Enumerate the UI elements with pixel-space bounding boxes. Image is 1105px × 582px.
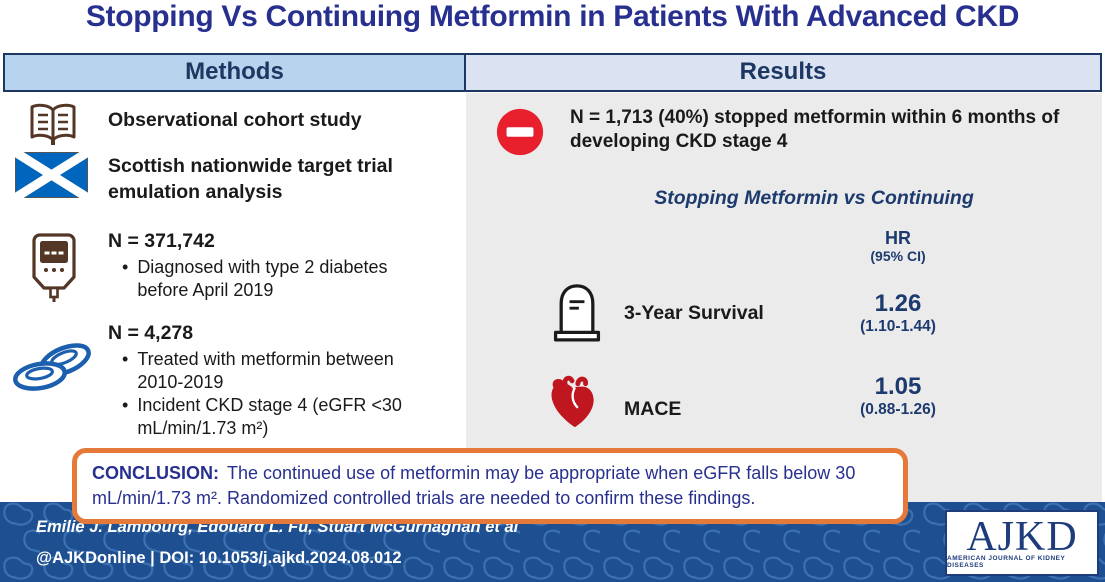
heart-icon: [546, 375, 600, 438]
hr-value: 1.26: [874, 290, 922, 317]
methods-header: Methods: [3, 53, 466, 92]
handle-doi-line: @AJKDonline | DOI: 10.1053/j.ajkd.2024.0…: [36, 549, 402, 567]
no-entry-icon: [495, 107, 545, 162]
tombstone-icon: [550, 278, 604, 349]
bullet-item: Diagnosed with type 2 diabetes before Ap…: [122, 256, 427, 302]
ajkd-logo-text: AJKD: [966, 514, 1078, 560]
hr-value-block: 1.05 (0.88-1.26): [860, 373, 936, 419]
methods-panel: Observational cohort study Scottish nati…: [0, 93, 466, 502]
bullet-list: Diagnosed with type 2 diabetes before Ap…: [122, 256, 438, 302]
ci-label: (95% CI): [870, 248, 926, 264]
page-title: Stopping Vs Continuing Metformin in Pati…: [85, 0, 1020, 33]
ajkd-logo: AJKD AMERICAN JOURNAL OF KIDNEY DISEASES: [945, 510, 1099, 576]
conclusion-text: The continued use of metformin may be ap…: [92, 463, 856, 508]
pills-icon: [12, 336, 94, 399]
methods-item-text: Scottish nationwide target trial emulati…: [108, 155, 393, 203]
hr-column-header: HR (95% CI): [870, 228, 925, 265]
key-finding: N = 1,713 (40%) stopped metformin within…: [570, 107, 1060, 152]
hr-value: 1.05: [874, 373, 922, 400]
bullet-item: Incident CKD stage 4 (eGFR <30 mL/min/1.…: [122, 394, 432, 440]
conclusion-box: CONCLUSION: The continued use of metformi…: [72, 448, 908, 524]
methods-item: N = 4,278 Treated with metformin between…: [108, 321, 438, 440]
ci-value: (1.10-1.44): [860, 318, 936, 335]
results-header: Results: [466, 53, 1102, 92]
results-panel: N = 1,713 (40%) stopped metformin within…: [466, 93, 1102, 505]
bullet-item: Treated with metformin between 2010-2019: [122, 348, 422, 394]
hr-value-block: 1.26 (1.10-1.44): [860, 290, 936, 336]
glucose-meter-icon: [30, 233, 78, 308]
ci-value: (0.88-1.26): [860, 401, 936, 418]
cohort-n: N = 371,742: [108, 230, 215, 252]
comparison-title: Stopping Metformin vs Continuing: [654, 187, 974, 209]
scotland-flag-icon: [12, 148, 91, 203]
subcohort-n: N = 4,278: [108, 322, 194, 344]
methods-item: N = 371,742 Diagnosed with type 2 diabet…: [108, 229, 438, 302]
ajkd-logo-tagline: AMERICAN JOURNAL OF KIDNEY DISEASES: [947, 555, 1066, 569]
outcome-label: MACE: [624, 398, 682, 420]
open-book-icon: [28, 101, 78, 152]
methods-item-text: Observational cohort study: [108, 109, 362, 131]
bullet-list: Treated with metformin between 2010-2019…: [122, 348, 438, 440]
hr-label: HR: [884, 228, 911, 248]
outcome-label: 3-Year Survival: [624, 302, 764, 324]
column-headers: Methods Results: [3, 53, 1102, 92]
conclusion-label: CONCLUSION:: [92, 463, 219, 483]
